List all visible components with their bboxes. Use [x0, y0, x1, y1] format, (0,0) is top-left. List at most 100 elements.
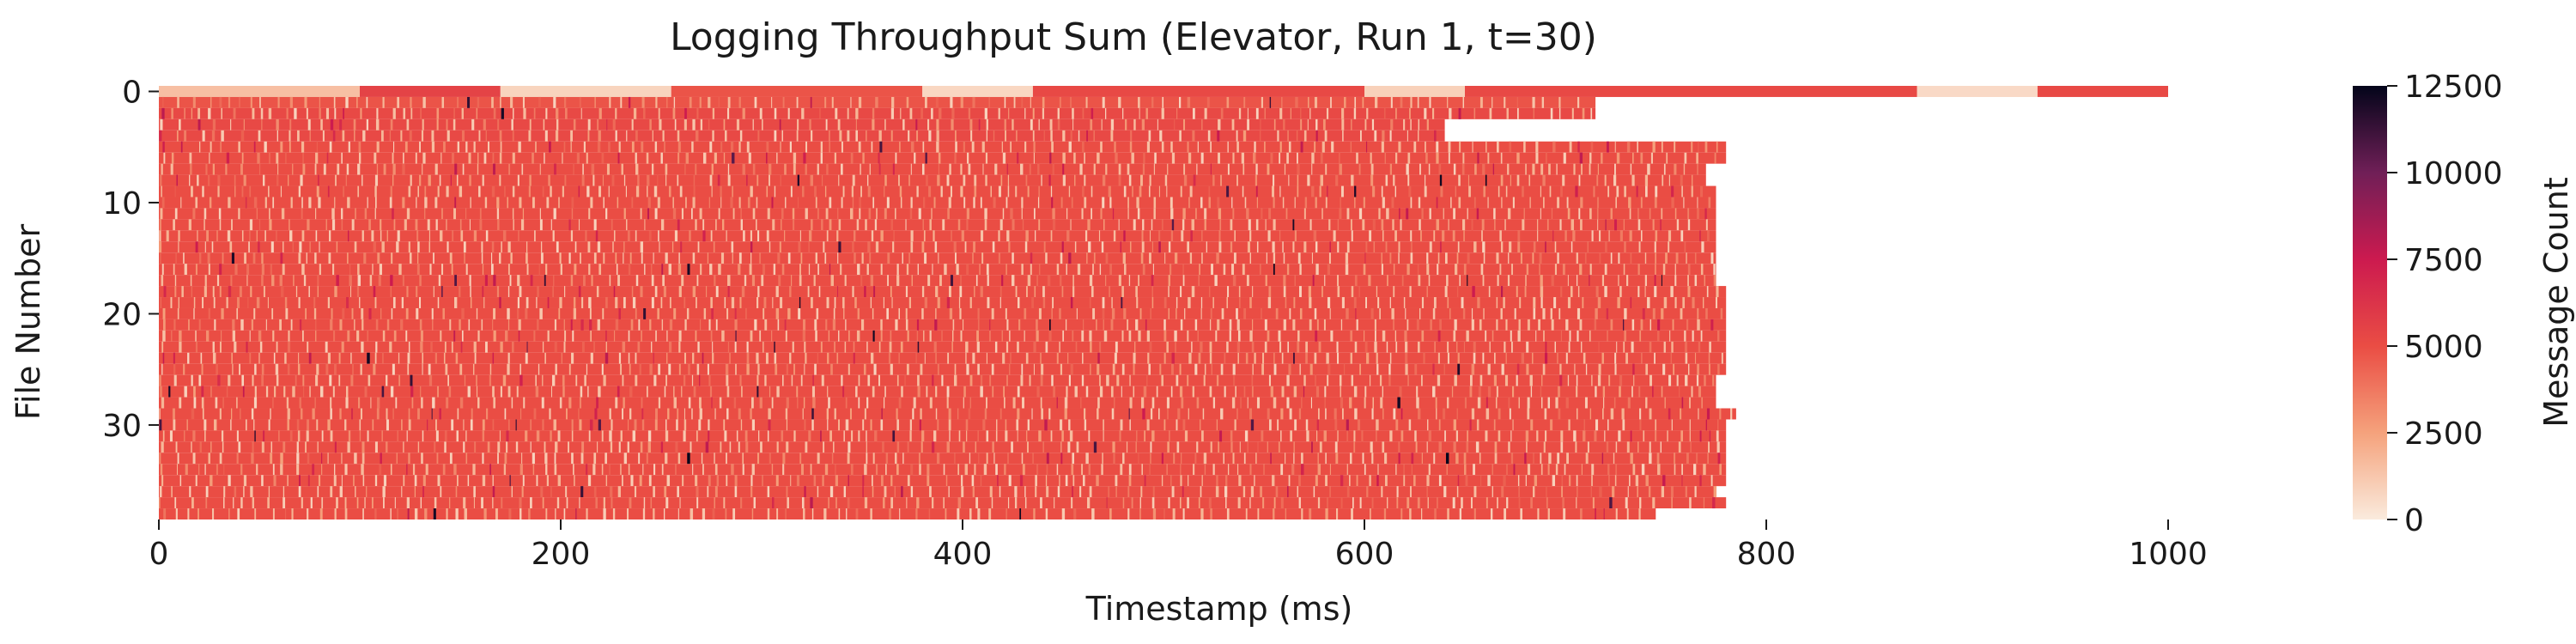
heatmap-cell	[381, 430, 384, 442]
heatmap-cell	[707, 486, 709, 498]
heatmap-cell	[1300, 118, 1303, 131]
heatmap-cell	[712, 107, 715, 119]
heatmap-cell	[847, 107, 849, 119]
heatmap-cell	[162, 352, 165, 364]
heatmap-cell	[357, 264, 360, 276]
heatmap-cell	[1307, 118, 1309, 131]
heatmap-cell	[937, 363, 939, 375]
heatmap-cell	[415, 152, 417, 164]
heatmap-cell	[386, 419, 389, 431]
heatmap-cell	[550, 185, 552, 197]
heatmap-cell	[1182, 219, 1185, 231]
heatmap-cell	[1144, 475, 1146, 487]
heatmap-cell	[1149, 341, 1152, 353]
heatmap-cell	[220, 141, 222, 153]
heatmap-cell	[772, 497, 775, 509]
heatmap-cell	[1533, 453, 1534, 465]
heatmap-cell	[864, 464, 867, 476]
heatmap-cell	[1485, 397, 1488, 409]
heatmap-cell	[890, 363, 893, 375]
heatmap-cell	[1517, 230, 1521, 242]
heatmap-cell	[710, 230, 713, 242]
heatmap-cell	[457, 475, 459, 487]
heatmap-cell	[959, 307, 962, 319]
heatmap-cell	[1097, 352, 1100, 364]
heatmap-cell	[456, 174, 459, 186]
heatmap-cell	[1668, 408, 1671, 420]
heatmap-cell	[1084, 152, 1085, 164]
heatmap-cell	[1017, 297, 1020, 308]
heatmap-cell	[1005, 508, 1007, 519]
heatmap-cell	[884, 386, 886, 398]
heatmap-cell	[1345, 264, 1349, 276]
heatmap-cell	[1532, 163, 1535, 175]
heatmap-cell	[921, 307, 924, 319]
heatmap-cell	[1204, 464, 1206, 476]
heatmap-cell	[999, 219, 1003, 231]
heatmap-cell	[222, 441, 224, 453]
heatmap-cell	[192, 453, 196, 465]
heatmap-cell	[1649, 374, 1652, 386]
heatmap-cell	[1637, 264, 1640, 276]
heatmap-cell	[965, 341, 969, 353]
heatmap-cell	[870, 297, 872, 308]
heatmap-cell	[1413, 141, 1417, 153]
heatmap-cell	[317, 486, 319, 498]
heatmap-cell	[1057, 486, 1060, 498]
heatmap-cell	[1428, 430, 1431, 442]
heatmap-cell	[662, 130, 665, 142]
heatmap-cell	[1373, 241, 1376, 253]
heatmap-cell	[1607, 464, 1610, 476]
heatmap-cell	[161, 264, 164, 276]
heatmap-cell	[1339, 163, 1342, 175]
heatmap-cell	[842, 185, 845, 197]
heatmap-cell	[558, 197, 560, 209]
heatmap-cell	[923, 330, 925, 342]
heatmap-cell	[292, 163, 294, 175]
heatmap-cell	[749, 264, 752, 276]
heatmap-cell	[298, 185, 301, 197]
heatmap-cell	[1333, 230, 1336, 242]
heatmap-cell	[276, 341, 278, 353]
heatmap-cell	[1463, 230, 1465, 242]
heatmap-cell	[1172, 508, 1176, 519]
heatmap-cell	[1587, 241, 1589, 253]
heatmap-cell	[477, 397, 480, 409]
heatmap-cell	[198, 252, 202, 264]
heatmap-cell	[1510, 453, 1514, 465]
heatmap-cell	[1567, 208, 1571, 220]
heatmap-cell	[676, 419, 678, 431]
heatmap-cell	[1472, 286, 1475, 298]
heatmap-cell	[1255, 453, 1257, 465]
heatmap-cell	[1701, 241, 1704, 253]
heatmap-cell	[545, 264, 548, 276]
heatmap-cell	[434, 497, 437, 509]
heatmap-cell	[461, 107, 464, 119]
heatmap-cell	[1511, 264, 1513, 276]
heatmap-cell	[1217, 130, 1220, 142]
heatmap-cell	[1224, 475, 1228, 487]
heatmap-cell	[1059, 419, 1063, 431]
heatmap-cell	[1031, 297, 1034, 308]
heatmap-cell	[1364, 397, 1366, 409]
heatmap-cell	[322, 130, 325, 142]
heatmap-cell	[1346, 208, 1350, 220]
heatmap-cell	[580, 486, 584, 498]
heatmap-cell	[1052, 219, 1056, 231]
heatmap-cell	[1617, 297, 1620, 308]
colorbar-tick-label: 10000	[2404, 156, 2503, 191]
heatmap-cell	[236, 307, 239, 319]
heatmap-cell	[919, 419, 921, 431]
heatmap-cell	[734, 341, 737, 353]
heatmap-cell	[1624, 330, 1626, 342]
heatmap-cell	[424, 185, 427, 197]
heatmap-cell	[1314, 96, 1318, 108]
heatmap-cell	[953, 241, 957, 253]
heatmap-cell	[1655, 430, 1657, 442]
heatmap-cell	[771, 330, 773, 342]
heatmap-cell	[240, 163, 243, 175]
heatmap-cell	[979, 264, 981, 276]
heatmap-cell	[580, 386, 583, 398]
heatmap-cell	[971, 141, 975, 153]
heatmap-cell	[658, 230, 659, 242]
